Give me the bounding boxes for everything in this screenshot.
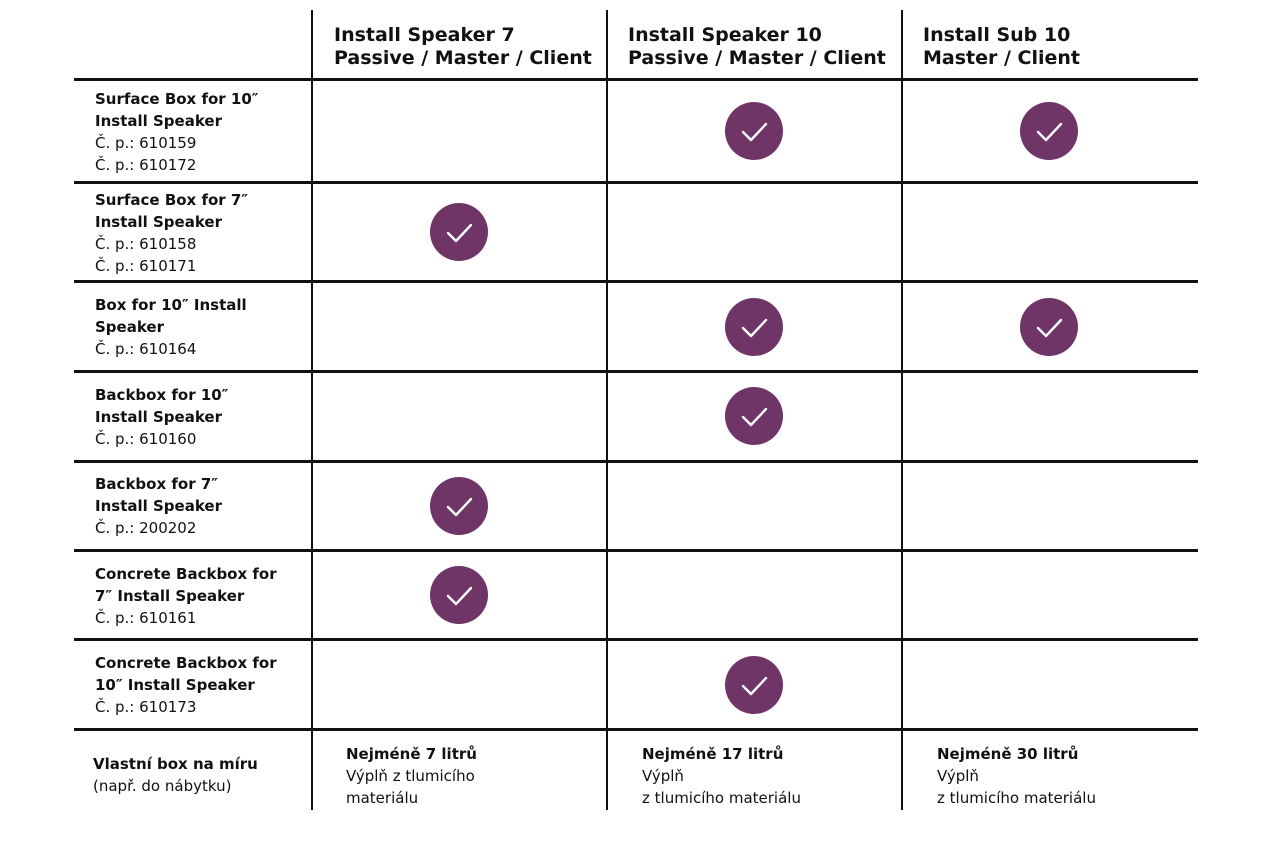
part-number: Č. p.: 610172	[95, 154, 258, 176]
row-label-concrete-backbox-7: Concrete Backbox for 7″ Install Speaker …	[95, 563, 277, 629]
checkmark-icon	[725, 656, 783, 714]
part-number: Č. p.: 610159	[95, 132, 258, 154]
footer-cell-line: z tlumicího materiálu	[937, 787, 1096, 809]
footer-label-title: Vlastní box na míru	[93, 753, 258, 775]
row-divider	[74, 280, 1198, 283]
row-name-line: Install Speaker	[95, 406, 228, 428]
row-name: Backbox for 10″ Install Speaker	[95, 384, 228, 428]
column-header-install-speaker-10: Install Speaker 10 Passive / Master / Cl…	[628, 24, 886, 70]
part-number: Č. p.: 200202	[95, 517, 222, 539]
row-name: Surface Box for 10″ Install Speaker	[95, 88, 258, 132]
row-name-line: 10″ Install Speaker	[95, 674, 277, 696]
row-label-surface-box-7: Surface Box for 7″ Install Speaker Č. p.…	[95, 189, 248, 277]
checkmark-icon	[430, 477, 488, 535]
row-divider	[74, 460, 1198, 463]
footer-cell-install-sub-10: Nejméně 30 litrů Výplň z tlumicího mater…	[937, 743, 1096, 809]
column-header-title: Install Speaker 10	[628, 24, 886, 47]
row-name-line: Speaker	[95, 316, 247, 338]
row-divider	[74, 638, 1198, 641]
row-name-line: Box for 10″ Install	[95, 294, 247, 316]
part-number: Č. p.: 610171	[95, 255, 248, 277]
column-divider	[606, 10, 608, 810]
row-divider	[74, 181, 1198, 184]
row-label-box-10: Box for 10″ Install Speaker Č. p.: 61016…	[95, 294, 247, 360]
row-label-surface-box-10: Surface Box for 10″ Install Speaker Č. p…	[95, 88, 258, 176]
column-divider	[901, 10, 903, 810]
part-number: Č. p.: 610164	[95, 338, 247, 360]
row-name-line: Concrete Backbox for	[95, 563, 277, 585]
row-name-line: Install Speaker	[95, 211, 248, 233]
checkmark-icon	[725, 102, 783, 160]
row-name: Concrete Backbox for 10″ Install Speaker	[95, 652, 277, 696]
row-name-line: 7″ Install Speaker	[95, 585, 277, 607]
column-header-subtitle: Passive / Master / Client	[334, 47, 592, 70]
footer-cell-line: Výplň	[642, 765, 801, 787]
footer-cell-install-speaker-7: Nejméně 7 litrů Výplň z tlumicího materi…	[346, 743, 477, 809]
checkmark-icon	[1020, 102, 1078, 160]
row-name-line: Backbox for 7″	[95, 473, 222, 495]
row-name: Concrete Backbox for 7″ Install Speaker	[95, 563, 277, 607]
checkmark-icon	[725, 298, 783, 356]
row-name: Backbox for 7″ Install Speaker	[95, 473, 222, 517]
footer-cell-line: z tlumicího materiálu	[642, 787, 801, 809]
row-name-line: Backbox for 10″	[95, 384, 228, 406]
footer-cell-volume: Nejméně 7 litrů	[346, 743, 477, 765]
row-divider	[74, 78, 1198, 81]
row-label-backbox-10: Backbox for 10″ Install Speaker Č. p.: 6…	[95, 384, 228, 450]
footer-cell-volume: Nejméně 30 litrů	[937, 743, 1096, 765]
row-divider	[74, 728, 1198, 731]
part-number: Č. p.: 610158	[95, 233, 248, 255]
footer-cell-volume: Nejméně 17 litrů	[642, 743, 801, 765]
footer-label: Vlastní box na míru (např. do nábytku)	[93, 753, 258, 797]
row-name-line: Concrete Backbox for	[95, 652, 277, 674]
checkmark-icon	[1020, 298, 1078, 356]
compatibility-table: Install Speaker 7 Passive / Master / Cli…	[74, 10, 1198, 810]
part-number: Č. p.: 610160	[95, 428, 228, 450]
row-label-concrete-backbox-10: Concrete Backbox for 10″ Install Speaker…	[95, 652, 277, 718]
row-name-line: Surface Box for 7″	[95, 189, 248, 211]
column-header-title: Install Sub 10	[923, 24, 1080, 47]
part-number: Č. p.: 610173	[95, 696, 277, 718]
footer-cell-line: materiálu	[346, 787, 477, 809]
column-header-install-sub-10: Install Sub 10 Master / Client	[923, 24, 1080, 70]
column-header-install-speaker-7: Install Speaker 7 Passive / Master / Cli…	[334, 24, 592, 70]
column-header-title: Install Speaker 7	[334, 24, 592, 47]
row-name-line: Surface Box for 10″	[95, 88, 258, 110]
row-name-line: Install Speaker	[95, 110, 258, 132]
row-label-backbox-7: Backbox for 7″ Install Speaker Č. p.: 20…	[95, 473, 222, 539]
checkmark-icon	[430, 203, 488, 261]
footer-cell-install-speaker-10: Nejméně 17 litrů Výplň z tlumicího mater…	[642, 743, 801, 809]
footer-label-note: (např. do nábytku)	[93, 775, 258, 797]
column-header-subtitle: Passive / Master / Client	[628, 47, 886, 70]
row-divider	[74, 370, 1198, 373]
row-name-line: Install Speaker	[95, 495, 222, 517]
footer-cell-line: Výplň	[937, 765, 1096, 787]
footer-cell-line: Výplň z tlumicího	[346, 765, 477, 787]
column-divider	[311, 10, 313, 810]
row-name: Surface Box for 7″ Install Speaker	[95, 189, 248, 233]
checkmark-icon	[430, 566, 488, 624]
row-divider	[74, 549, 1198, 552]
part-number: Č. p.: 610161	[95, 607, 277, 629]
row-name: Box for 10″ Install Speaker	[95, 294, 247, 338]
column-header-subtitle: Master / Client	[923, 47, 1080, 70]
checkmark-icon	[725, 387, 783, 445]
